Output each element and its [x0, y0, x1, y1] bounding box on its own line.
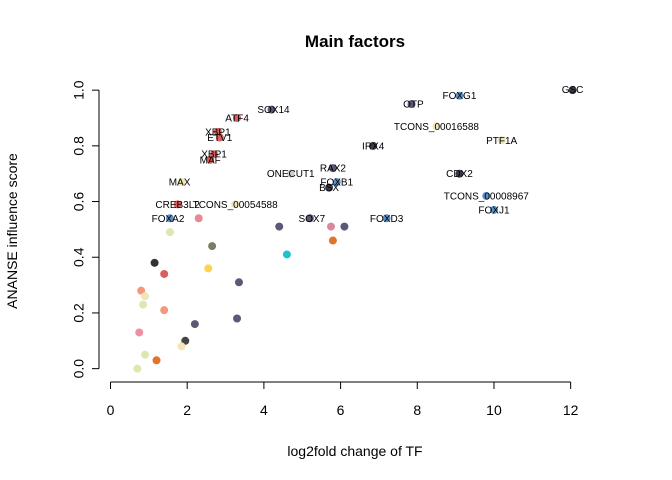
y-tick-label: 1.0 — [71, 80, 87, 100]
point-label: CREB3L2 — [155, 200, 200, 211]
point-labels: GSC FOXG1 OTP TCONS_00016588 PTF1A IRX4 SOX14 A… — [152, 85, 584, 225]
data-point — [305, 214, 314, 223]
data-point — [233, 113, 242, 122]
data-point — [190, 320, 199, 329]
data-point — [231, 200, 240, 209]
x-tick-label: 12 — [563, 402, 579, 418]
data-point — [332, 178, 341, 187]
y-tick-label: 0.4 — [71, 247, 87, 267]
data-point — [282, 250, 291, 259]
data-point — [208, 242, 217, 251]
data-point — [328, 164, 337, 173]
data-point — [482, 191, 491, 200]
point-label: RAX2 — [320, 164, 347, 175]
point-label: ONECUT1 — [267, 169, 315, 180]
data-point — [328, 236, 337, 245]
data-point — [150, 258, 159, 267]
point-label: XBP1 — [201, 150, 227, 161]
point-label: OTP — [403, 100, 424, 111]
data-point — [133, 364, 142, 373]
point-label: IRX4 — [362, 141, 385, 152]
data-point — [382, 214, 391, 223]
point-label: XBP1 — [205, 127, 231, 138]
point-label: TCONS_00054588 — [193, 200, 278, 211]
data-point — [206, 155, 215, 164]
point-label: ATF4 — [225, 113, 249, 124]
data-point — [215, 133, 224, 142]
data-point — [177, 178, 186, 187]
data-point — [160, 269, 169, 278]
data-point — [204, 264, 213, 273]
y-tick-label: 0.6 — [71, 192, 87, 212]
point-label: MAX — [169, 178, 191, 189]
data-point — [267, 105, 276, 114]
data-points — [133, 86, 577, 373]
y-tick-label: 0.0 — [71, 359, 87, 379]
point-label: FOXB1 — [320, 178, 353, 189]
data-point — [455, 91, 464, 100]
y-axis: 0.0 0.2 0.4 0.6 0.8 1.0 — [71, 80, 100, 379]
point-label: CDX2 — [446, 169, 473, 180]
point-label: TCONS_00008967 — [444, 191, 529, 202]
point-label: ETV1 — [207, 133, 232, 144]
data-point — [137, 286, 146, 295]
data-point — [181, 336, 190, 345]
data-point — [407, 100, 416, 109]
data-point — [234, 278, 243, 287]
y-axis-title: ANANSE influence score — [4, 153, 20, 309]
data-point — [340, 222, 349, 231]
data-point — [432, 122, 441, 131]
x-tick-label: 2 — [183, 402, 191, 418]
y-tick-label: 0.8 — [71, 136, 87, 156]
data-point — [177, 342, 186, 351]
chart-title: Main factors — [305, 32, 405, 51]
data-point — [568, 86, 577, 95]
x-tick-label: 0 — [107, 402, 115, 418]
data-point — [135, 328, 144, 337]
data-point — [152, 356, 161, 365]
data-point — [141, 350, 150, 359]
x-tick-label: 10 — [486, 402, 502, 418]
point-label: MAF — [200, 155, 221, 166]
data-point — [455, 169, 464, 178]
x-tick-label: 8 — [413, 402, 421, 418]
data-point — [165, 214, 174, 223]
point-label: PTF1A — [486, 136, 517, 147]
point-label: FOXG1 — [443, 91, 477, 102]
x-tick-label: 6 — [337, 402, 345, 418]
data-point — [194, 214, 203, 223]
data-point — [326, 222, 335, 231]
data-point — [325, 183, 334, 192]
data-point — [173, 200, 182, 209]
data-point — [210, 150, 219, 159]
x-axis: 0 2 4 6 8 10 12 — [107, 381, 579, 418]
data-point — [369, 141, 378, 150]
x-axis-title: log2fold change of TF — [287, 443, 422, 459]
data-point — [275, 222, 284, 231]
point-label: FOXA2 — [152, 214, 185, 225]
point-label: FOXD3 — [370, 214, 404, 225]
point-label: GSC — [562, 85, 584, 96]
x-tick-label: 4 — [260, 402, 268, 418]
data-point — [160, 306, 169, 315]
point-label: BSX — [319, 183, 339, 194]
data-point — [165, 228, 174, 237]
point-label: SOX14 — [257, 105, 290, 116]
data-point — [286, 169, 295, 178]
point-label: SOX7 — [298, 214, 325, 225]
data-point — [489, 205, 498, 214]
data-point — [141, 292, 150, 301]
data-point — [233, 314, 242, 323]
point-label: FOXJ1 — [478, 205, 510, 216]
data-point — [139, 300, 148, 309]
data-point — [497, 136, 506, 145]
y-tick-label: 0.2 — [71, 303, 87, 323]
point-label: TCONS_00016588 — [394, 122, 479, 133]
